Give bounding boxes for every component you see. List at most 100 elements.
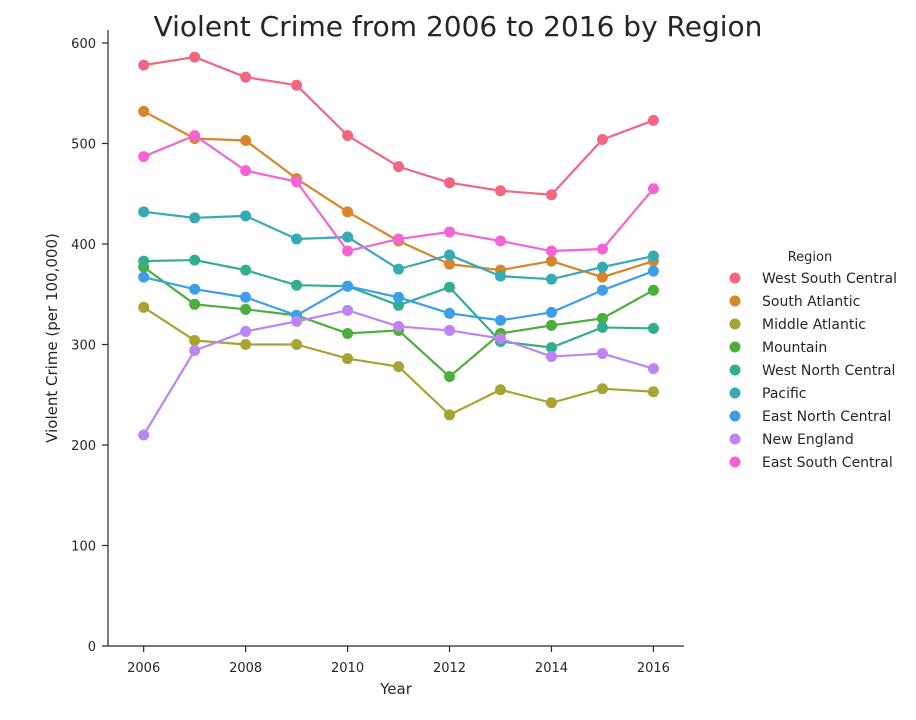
data-point: [393, 233, 405, 245]
legend-marker: [729, 295, 741, 307]
plot-area: [138, 51, 659, 441]
legend-marker: [729, 341, 741, 353]
data-point: [596, 243, 608, 255]
data-point: [342, 353, 354, 365]
data-point: [291, 233, 303, 245]
data-point: [138, 271, 150, 283]
series-east-north-central: [138, 265, 659, 326]
data-point: [596, 348, 608, 360]
y-tick-label: 400: [71, 238, 96, 253]
series-line-south-atlantic: [143, 110, 654, 279]
data-point: [393, 291, 405, 303]
data-point: [596, 271, 608, 283]
legend-marker: [729, 387, 741, 399]
legend-item-east-north-central: East North Central: [729, 409, 891, 425]
data-point: [240, 71, 252, 83]
data-point: [494, 332, 506, 344]
data-point: [240, 339, 252, 350]
data-point: [291, 176, 303, 188]
legend-item-mountain: Mountain: [729, 340, 827, 356]
data-point: [393, 320, 405, 332]
x-axis: 2006 2008 2010 2012 2014 2016: [108, 645, 684, 676]
legend-marker: [729, 433, 741, 445]
data-point: [444, 307, 456, 319]
data-point: [138, 151, 150, 163]
legend-marker: [729, 318, 741, 330]
data-point: [138, 255, 150, 267]
legend-item-pacific: Pacific: [729, 386, 807, 402]
data-point: [545, 319, 557, 331]
legend-marker: [729, 364, 741, 376]
legend-label: East South Central: [762, 455, 893, 471]
data-point: [545, 189, 557, 201]
series-south-atlantic: [138, 105, 659, 283]
data-point: [545, 397, 557, 409]
data-point: [444, 371, 456, 383]
data-point: [647, 386, 659, 398]
data-point: [545, 306, 557, 318]
legend-item-east-south-central: East South Central: [729, 455, 893, 471]
data-point: [596, 261, 608, 273]
data-point: [494, 384, 506, 396]
legend: Region West South Central South Atlantic M…: [729, 250, 897, 471]
data-point: [138, 59, 150, 71]
y-tick-label: 300: [71, 339, 96, 354]
data-point: [444, 226, 456, 238]
data-point: [647, 322, 659, 334]
x-tick-label: 2016: [637, 661, 670, 676]
x-axis-label: Year: [379, 680, 413, 698]
chart-title: Violent Crime from 2006 to 2016 by Regio…: [154, 10, 763, 43]
data-point: [342, 280, 354, 292]
data-point: [647, 265, 659, 277]
legend-item-new-england: New England: [729, 432, 854, 448]
data-point: [138, 206, 150, 218]
data-point: [545, 273, 557, 285]
data-point: [596, 284, 608, 296]
data-point: [444, 249, 456, 261]
data-point: [189, 298, 201, 310]
data-point: [240, 325, 252, 337]
data-point: [545, 245, 557, 257]
data-point: [240, 291, 252, 303]
data-point: [647, 114, 659, 126]
x-tick-label: 2014: [535, 661, 568, 676]
data-point: [596, 312, 608, 324]
x-tick-label: 2006: [127, 661, 160, 676]
data-point: [444, 324, 456, 336]
legend-label: West South Central: [762, 271, 897, 287]
data-point: [189, 345, 201, 357]
data-point: [291, 339, 303, 350]
y-tick-label: 0: [88, 640, 96, 655]
data-point: [494, 185, 506, 197]
data-point: [342, 304, 354, 316]
data-point: [444, 281, 456, 293]
data-point: [189, 283, 201, 295]
y-tick-label: 500: [71, 138, 96, 153]
series-middle-atlantic: [138, 301, 659, 421]
data-point: [189, 129, 201, 141]
series-west-north-central: [138, 254, 659, 354]
x-tick-label: 2012: [433, 661, 466, 676]
data-point: [444, 177, 456, 189]
legend-label: Middle Atlantic: [762, 317, 866, 333]
data-point: [596, 321, 608, 333]
legend-title: Region: [788, 250, 833, 265]
legend-item-middle-atlantic: Middle Atlantic: [729, 317, 866, 333]
data-point: [596, 133, 608, 145]
data-point: [189, 334, 201, 346]
data-point: [393, 299, 405, 311]
data-point: [291, 79, 303, 91]
data-point: [342, 231, 354, 243]
legend-label: East North Central: [762, 409, 891, 425]
data-point: [189, 254, 201, 266]
data-point: [138, 429, 150, 441]
data-point: [240, 134, 252, 146]
data-point: [240, 303, 252, 315]
data-point: [138, 301, 150, 313]
data-point: [596, 383, 608, 395]
data-point: [393, 161, 405, 173]
data-point: [342, 206, 354, 218]
data-point: [291, 279, 303, 291]
data-point: [444, 409, 456, 421]
